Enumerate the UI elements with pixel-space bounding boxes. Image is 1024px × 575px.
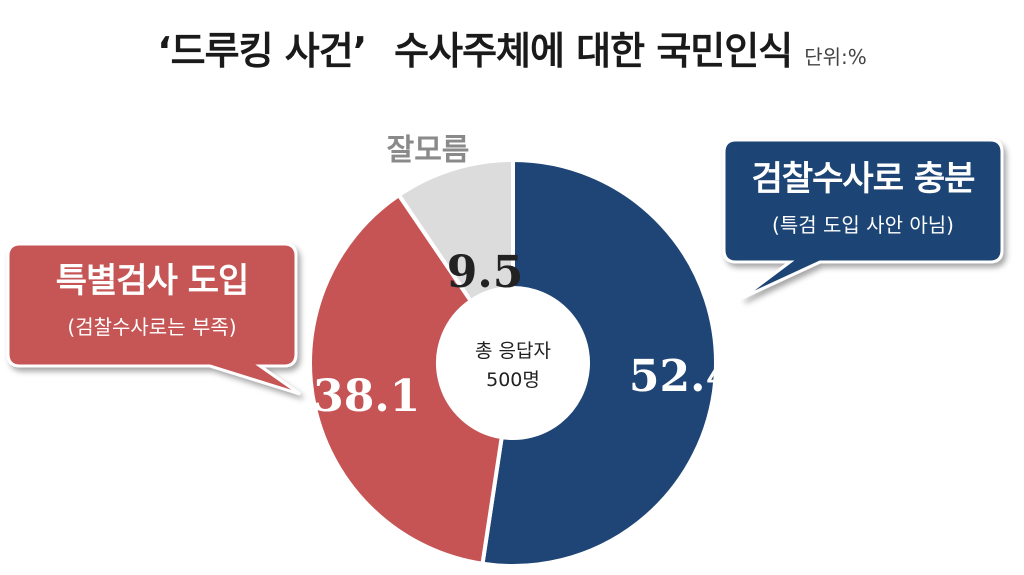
callout-investigation-label: 검찰수사로 충분 — [752, 159, 976, 199]
value-label-special: 38.1 — [313, 371, 420, 422]
donut-segments — [308, 157, 718, 568]
callout-investigation-sublabel: (특검 도입 사안 아님) — [772, 213, 954, 237]
center-line1: 총 응답자 — [475, 340, 551, 362]
title-part1: ‘드루킹 사건’ — [157, 29, 367, 73]
value-label-unknown: 9.5 — [447, 247, 524, 298]
donut-segment-investigation — [480, 157, 718, 568]
callout-investigation-bubble — [722, 138, 1004, 300]
callout-investigation — [722, 138, 1004, 300]
unit-label: 단위:% — [804, 45, 867, 69]
callout-special-sublabel: (검찰수사로는 부족) — [67, 315, 236, 339]
unknown-label: 잘모름 — [387, 133, 470, 168]
center-line2: 500명 — [486, 369, 540, 391]
donut-segment-special — [308, 192, 505, 566]
donut-center: 총 응답자 500명 — [475, 340, 551, 391]
donut-segment-unknown — [396, 157, 515, 304]
callout-special-label: 특별검사 도입 — [56, 261, 249, 301]
callout-special-bubble — [6, 242, 301, 396]
value-label-investigation: 52.4 — [629, 351, 736, 402]
callout-special — [6, 242, 301, 396]
chart-title: ‘드루킹 사건’ 수사주체에 대한 국민인식 단위:% — [0, 20, 1024, 75]
donut-value-labels: 52.4 38.1 9.5 — [313, 247, 736, 422]
title-part2: 수사주체에 대한 국민인식 — [394, 29, 793, 73]
